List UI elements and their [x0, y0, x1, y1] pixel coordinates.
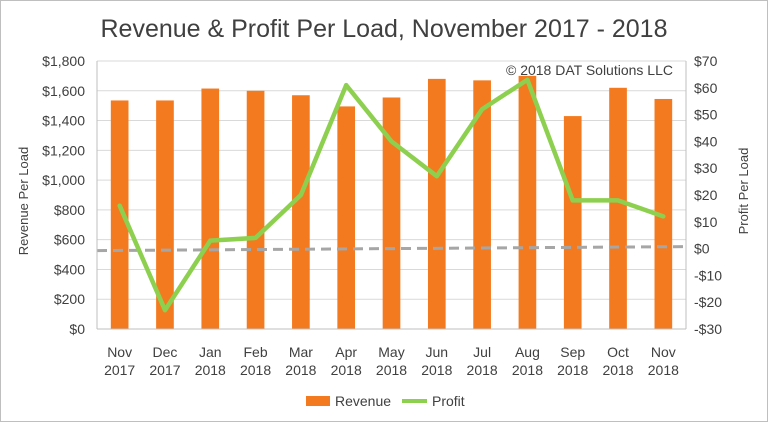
x-tick-label-month: Nov — [107, 344, 132, 360]
x-tick-label-month: Mar — [289, 344, 313, 360]
legend-revenue-swatch — [306, 396, 330, 406]
right-tick-label: -$10 — [694, 267, 722, 283]
left-axis-label: Revenue Per Load — [16, 147, 31, 255]
left-tick-label: $1,400 — [42, 113, 85, 129]
x-tick-label-month: Nov — [651, 344, 676, 360]
x-tick-label-year: 2018 — [421, 362, 452, 378]
x-tick-label-month: May — [378, 344, 404, 360]
left-tick-label: $1,200 — [42, 142, 85, 158]
x-tick-label-month: Sep — [560, 344, 585, 360]
x-tick-label-month: Jan — [199, 344, 222, 360]
x-tick-label-month: Apr — [335, 344, 357, 360]
profit-line — [117, 77, 666, 313]
revenue-bar — [201, 88, 220, 330]
left-axis-tick-labels: $0 $200 $400 $600 $800 $1,000 $1,200 $1,400 $1,6… — [42, 53, 85, 337]
right-tick-label: $60 — [694, 80, 718, 96]
revenue-bar — [110, 100, 129, 329]
x-tick-label-year: 2018 — [512, 362, 543, 378]
legend-profit-label: Profit — [432, 393, 465, 409]
left-tick-label: $600 — [54, 232, 85, 248]
x-tick-label-year: 2018 — [648, 362, 679, 378]
x-tick-label-year: 2018 — [240, 362, 271, 378]
right-tick-label: $20 — [694, 187, 718, 203]
right-axis-label: Profit Per Load — [736, 148, 751, 235]
revenue-bar — [246, 90, 265, 330]
x-tick-label-month: Oct — [607, 344, 629, 360]
right-tick-label: $10 — [694, 214, 718, 230]
right-tick-label: $70 — [694, 53, 718, 69]
legend-revenue-label: Revenue — [335, 393, 391, 409]
revenue-bar — [292, 95, 310, 329]
x-tick-label-month: Jun — [426, 344, 449, 360]
right-tick-label: $50 — [694, 107, 718, 123]
copyright-notice: © 2018 DAT Solutions LLC — [506, 62, 673, 78]
x-tick-label-year: 2018 — [376, 362, 407, 378]
right-tick-label: -$20 — [694, 294, 722, 310]
chart-title: Revenue & Profit Per Load, November 2017… — [100, 15, 667, 43]
x-tick-label-year: 2017 — [104, 362, 135, 378]
right-tick-label: $0 — [694, 241, 710, 257]
left-tick-label: $800 — [54, 202, 85, 218]
x-tick-label-month: Jul — [473, 344, 491, 360]
x-tick-label-month: Feb — [244, 344, 268, 360]
left-tick-label: $1,600 — [42, 83, 85, 99]
right-tick-label: $30 — [694, 160, 718, 176]
revenue-bar — [473, 80, 491, 329]
left-tick-label: $0 — [69, 321, 85, 337]
x-tick-label-month: Dec — [153, 344, 178, 360]
x-tick-label-year: 2018 — [195, 362, 226, 378]
x-axis-tick-labels: Nov 2017 Dec 2017 Jan 2018 Feb 2018 Mar 2018 Apr 20… — [104, 344, 679, 378]
x-tick-label-year: 2018 — [602, 362, 633, 378]
x-tick-label-year: 2018 — [331, 362, 362, 378]
left-tick-label: $1,800 — [42, 53, 85, 69]
revenue-bar — [337, 106, 356, 330]
x-tick-label-year: 2018 — [557, 362, 588, 378]
revenue-bar — [427, 78, 446, 329]
legend: Revenue Profit — [306, 393, 465, 409]
right-tick-label: -$30 — [694, 321, 722, 337]
right-axis-tick-labels: -$30 -$20 -$10 $0 $10 $20 $30 $40 $50 $60 $70 — [694, 53, 722, 337]
profit-zero-reference-line — [96, 245, 687, 253]
revenue-bar — [382, 97, 401, 329]
revenue-bars — [110, 75, 673, 330]
left-tick-label: $200 — [54, 291, 85, 307]
x-tick-label-year: 2018 — [285, 362, 316, 378]
x-tick-label-year: 2018 — [467, 362, 498, 378]
axes — [96, 61, 687, 330]
x-tick-label-year: 2017 — [149, 362, 180, 378]
revenue-bar — [156, 100, 174, 329]
right-tick-label: $40 — [694, 133, 718, 149]
revenue-bar — [563, 116, 582, 329]
revenue-bar — [609, 87, 627, 329]
left-tick-label: $400 — [54, 261, 85, 277]
revenue-bar — [654, 98, 673, 329]
left-tick-label: $1,000 — [42, 172, 85, 188]
x-tick-label-month: Aug — [515, 344, 540, 360]
revenue-bar — [518, 75, 537, 329]
